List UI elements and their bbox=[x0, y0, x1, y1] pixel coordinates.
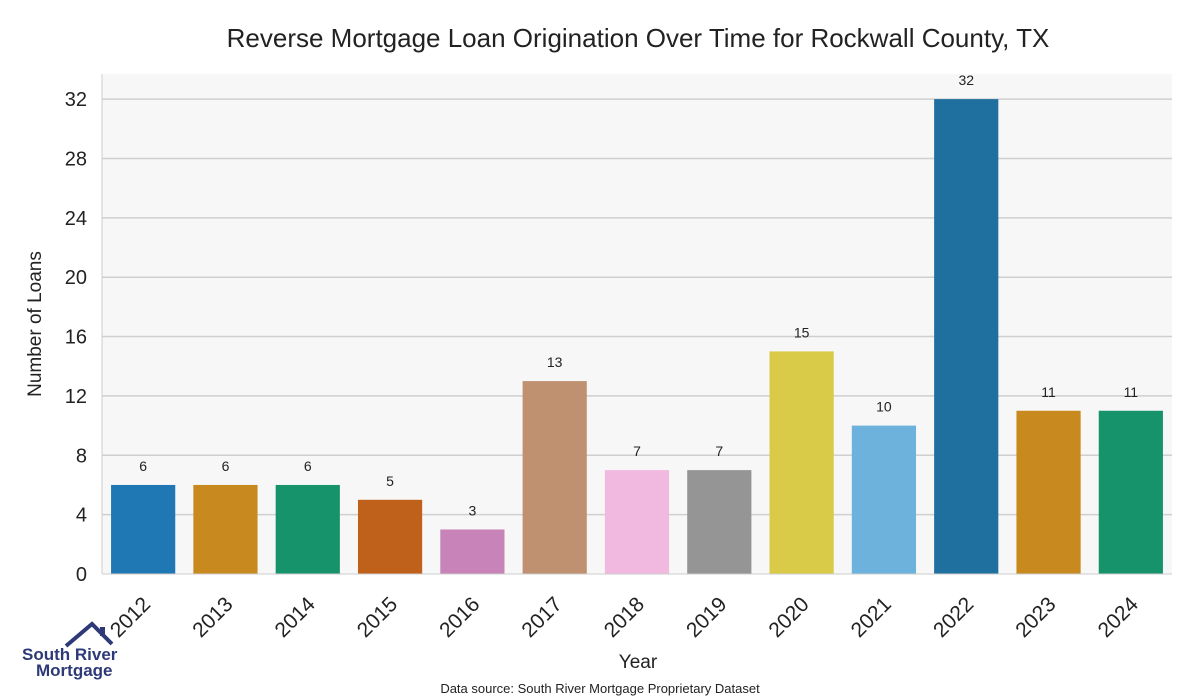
data-label: 3 bbox=[468, 502, 476, 518]
y-axis-ticks: 0 4 8 12 16 20 24 28 32 bbox=[65, 89, 87, 586]
x-tick-label: 2019 bbox=[682, 593, 731, 642]
x-tick-label: 2014 bbox=[271, 593, 321, 643]
bar-2013 bbox=[193, 484, 258, 574]
x-axis-label: Year bbox=[619, 652, 658, 673]
y-tick-label: 12 bbox=[65, 386, 87, 408]
bar-2017 bbox=[522, 381, 587, 574]
data-label: 13 bbox=[547, 354, 563, 370]
data-label: 7 bbox=[715, 443, 723, 459]
data-label: 10 bbox=[876, 399, 892, 415]
y-tick-label: 32 bbox=[65, 89, 87, 111]
data-label: 7 bbox=[633, 443, 641, 459]
logo-line-2: Mortgage bbox=[36, 661, 113, 680]
y-tick-label: 0 bbox=[76, 564, 87, 586]
bar-2022 bbox=[934, 99, 999, 575]
data-label: 6 bbox=[304, 458, 312, 474]
bars bbox=[111, 99, 1163, 575]
bar-2021 bbox=[851, 425, 917, 574]
x-tick-label: 2020 bbox=[764, 593, 813, 642]
bar-2015 bbox=[357, 499, 423, 574]
x-tick-label: 2016 bbox=[435, 593, 484, 642]
x-tick-label: 2018 bbox=[600, 593, 649, 642]
logo-line-1: South River bbox=[22, 645, 118, 664]
data-label: 6 bbox=[222, 458, 230, 474]
data-labels: 6 6 6 5 3 13 7 7 15 10 32 11 11 bbox=[139, 72, 1138, 518]
data-label: 11 bbox=[1041, 384, 1056, 400]
bar-2012 bbox=[111, 484, 176, 574]
data-label: 11 bbox=[1124, 384, 1139, 400]
bar-2023 bbox=[1016, 410, 1081, 574]
x-tick-label: 2017 bbox=[517, 593, 566, 642]
y-tick-label: 16 bbox=[65, 327, 87, 349]
y-tick-label: 4 bbox=[76, 505, 87, 527]
x-tick-label: 2024 bbox=[1094, 593, 1144, 643]
chart-title: Reverse Mortgage Loan Origination Over T… bbox=[227, 23, 1050, 53]
y-tick-label: 8 bbox=[76, 445, 87, 467]
x-tick-label: 2022 bbox=[929, 593, 978, 642]
source-note: Data source: South River Mortgage Propri… bbox=[440, 681, 760, 696]
data-label: 15 bbox=[794, 324, 810, 340]
company-logo: South River Mortgage bbox=[22, 621, 118, 680]
y-tick-label: 24 bbox=[65, 208, 87, 230]
y-axis-label: Number of Loans bbox=[25, 251, 46, 397]
x-tick-label: 2021 bbox=[847, 593, 896, 642]
data-label: 32 bbox=[958, 72, 974, 88]
bar-2020 bbox=[769, 351, 834, 574]
y-tick-label: 28 bbox=[65, 148, 87, 170]
x-tick-label: 2012 bbox=[106, 593, 155, 642]
data-label: 5 bbox=[386, 473, 394, 489]
bar-2019 bbox=[687, 470, 752, 574]
y-tick-label: 20 bbox=[65, 267, 87, 289]
x-tick-label: 2013 bbox=[188, 593, 237, 642]
data-label: 6 bbox=[139, 458, 147, 474]
bar-2014 bbox=[275, 484, 340, 574]
bar-2018 bbox=[604, 470, 670, 574]
bar-2016 bbox=[440, 529, 505, 574]
x-tick-label: 2015 bbox=[353, 593, 402, 642]
x-axis-ticks: 2012 2013 2014 2015 2016 2017 2018 2019 2020 2021… bbox=[106, 593, 1143, 643]
bar-2024 bbox=[1098, 410, 1163, 574]
x-tick-label: 2023 bbox=[1011, 593, 1060, 642]
house-roof-icon bbox=[64, 621, 114, 648]
